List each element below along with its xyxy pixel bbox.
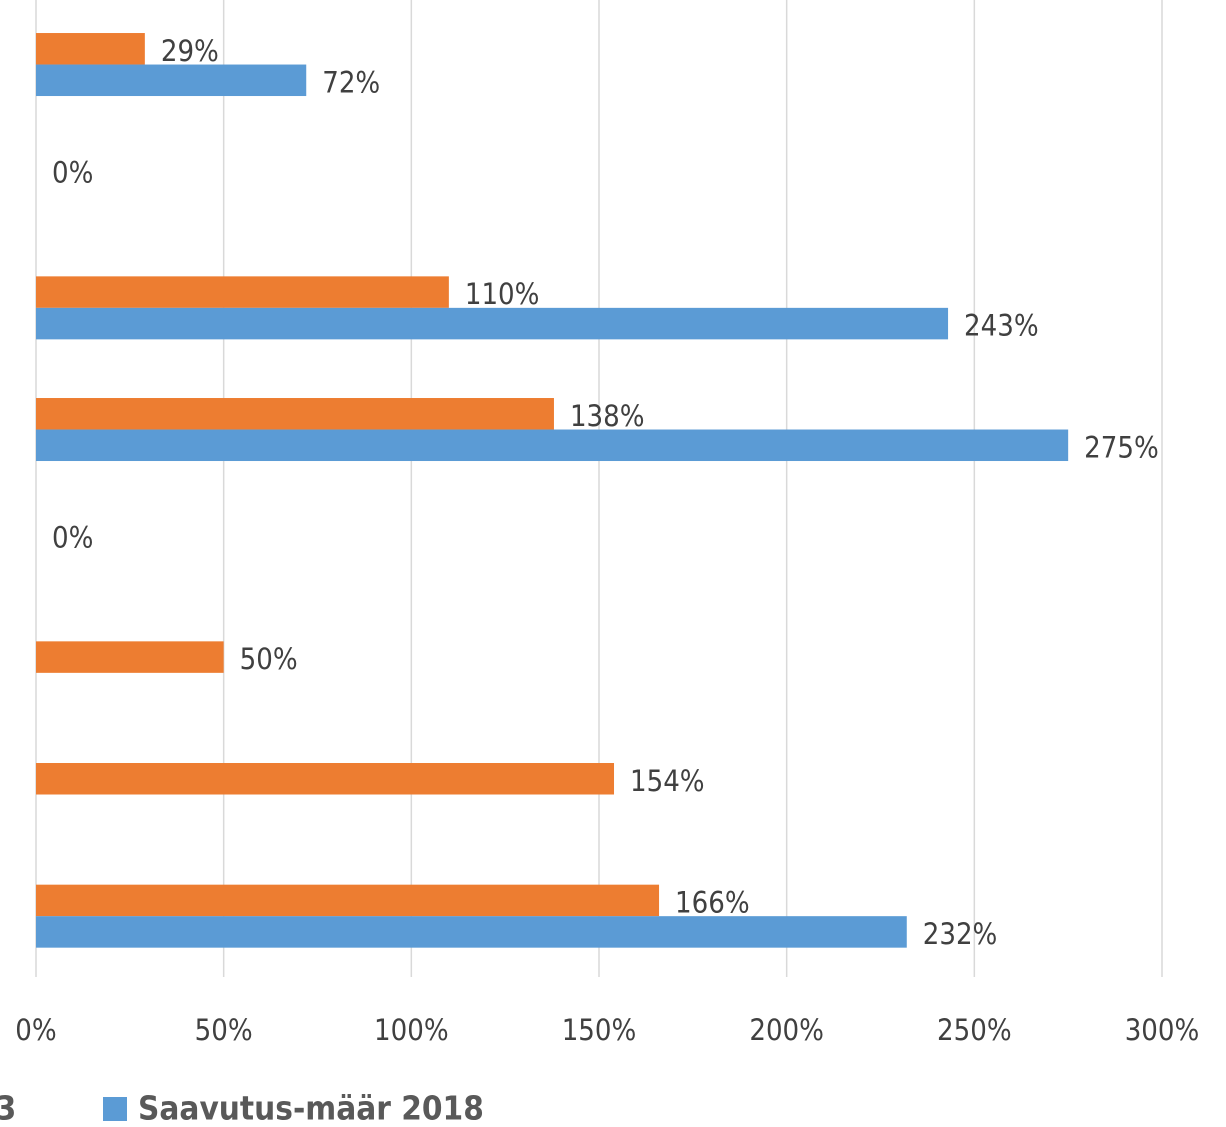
bar	[36, 276, 449, 308]
data-label: 275%	[1084, 430, 1159, 464]
x-tick-label: 300%	[1125, 1013, 1200, 1047]
bar	[36, 398, 554, 430]
data-label: 29%	[161, 34, 219, 68]
data-label: 110%	[465, 277, 540, 311]
bar	[36, 884, 660, 917]
x-tick-label: 0%	[15, 1013, 56, 1047]
bar	[36, 763, 615, 795]
bar	[36, 641, 224, 673]
bar	[36, 64, 307, 97]
data-label: 232%	[923, 917, 998, 951]
data-label: 0%	[52, 520, 93, 554]
x-tick-label: 50%	[195, 1013, 253, 1047]
x-tick-label: 100%	[374, 1013, 449, 1047]
legend-label: Saavutus-määr 2018	[138, 1089, 484, 1127]
bar	[36, 33, 145, 65]
x-tick-label: 150%	[562, 1013, 637, 1047]
legend-label: 23	[0, 1089, 16, 1127]
bar	[36, 916, 907, 948]
x-tick-label: 200%	[749, 1013, 824, 1047]
data-label: 72%	[322, 65, 380, 99]
data-label: 50%	[240, 642, 298, 676]
data-label: 138%	[570, 399, 645, 433]
data-label: 243%	[964, 309, 1039, 343]
data-label: 0%	[52, 155, 93, 189]
bar	[36, 307, 949, 340]
data-label: 154%	[630, 764, 705, 798]
bar	[36, 429, 1069, 462]
data-label: 166%	[675, 885, 750, 919]
x-tick-label: 250%	[937, 1013, 1012, 1047]
legend-swatch	[103, 1097, 127, 1121]
